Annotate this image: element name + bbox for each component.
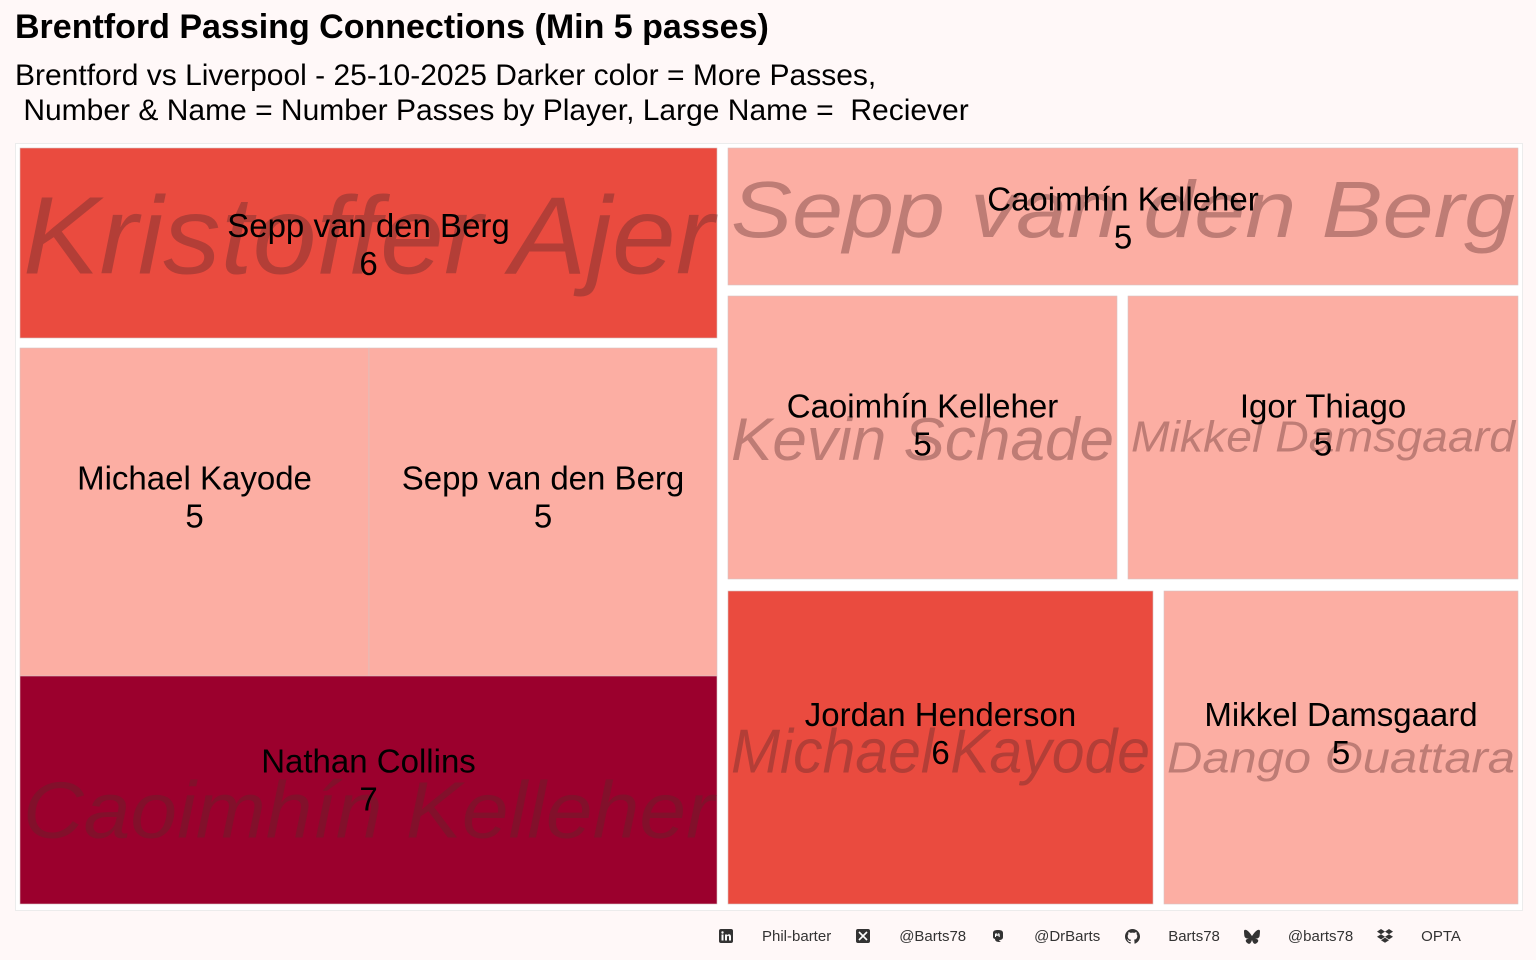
passer-name-label: Sepp van den Berg: [227, 207, 510, 244]
mastodon-icon[interactable]: [990, 928, 1006, 944]
x-twitter-icon[interactable]: [855, 928, 871, 944]
receiver-name-label: Sepp van den Berg: [731, 165, 1515, 254]
pass-count-label: 6: [359, 245, 377, 282]
pass-count-label: 6: [931, 734, 949, 771]
treemap-tile: [368, 347, 718, 677]
passer-name-label: Igor Thiago: [1240, 387, 1406, 424]
receiver-name-label: Caoimhín Kelleher: [23, 765, 718, 854]
pass-count-label: 5: [1332, 734, 1350, 771]
treemap-tile: [727, 147, 1519, 286]
receiver-name-label: Dango Ouattara: [1167, 734, 1515, 783]
footer-x-handle: @Barts78: [899, 927, 967, 945]
passer-name-label: Mikkel Damsgaard: [1204, 696, 1477, 733]
treemap-tile: [727, 295, 1118, 580]
chart-subtitle: Brentford vs Liverpool - 25-10-2025 Dark…: [15, 59, 969, 127]
pass-count-label: 5: [1314, 425, 1332, 462]
footer-credits: Phil-barter @Barts78 @DrBarts Barts78 @b…: [712, 926, 1479, 946]
footer-linkedin-handle: Phil-barter: [762, 927, 832, 945]
treemap-panel: Kristoffer Ajer Caoimhín Kelleher Sepp van…: [15, 143, 1523, 911]
passer-name-label: Sepp van den Berg: [402, 460, 685, 497]
treemap-tile: [19, 675, 718, 905]
github-icon[interactable]: [1124, 928, 1140, 944]
treemap-tile: [19, 147, 718, 339]
passer-name-label: Jordan Henderson: [805, 696, 1077, 733]
receiver-name-label: Michael Kayode: [731, 718, 1150, 787]
chart-title: Brentford Passing Connections (Min 5 pas…: [15, 8, 769, 46]
linkedin-icon[interactable]: [718, 928, 734, 944]
pass-count-label: 5: [185, 498, 203, 535]
pass-count-label: 7: [359, 781, 377, 818]
treemap-tile: [19, 347, 370, 677]
bluesky-icon[interactable]: [1243, 928, 1260, 944]
pass-count-label: 5: [1114, 219, 1132, 256]
passer-name-label: Caoimhín Kelleher: [787, 387, 1058, 424]
passer-name-label: Nathan Collins: [261, 743, 476, 780]
pass-count-label: 5: [534, 498, 552, 535]
receiver-name-label: Mikkel Damsgaard: [1131, 413, 1517, 462]
treemap-tile: [727, 590, 1154, 905]
passer-name-label: Michael Kayode: [77, 460, 312, 497]
footer-bluesky-handle: @barts78: [1287, 927, 1354, 945]
tile-layer: [19, 147, 1519, 905]
dropbox-icon[interactable]: [1377, 928, 1394, 944]
treemap-tile: [1163, 590, 1519, 905]
footer-mastodon-handle: @DrBarts: [1034, 927, 1101, 945]
footer-github-handle: Barts78: [1168, 927, 1220, 945]
footer-data-source: OPTA: [1421, 927, 1461, 945]
passer-name-label: Caoimhín Kelleher: [987, 181, 1258, 218]
receiver-name-label: Kevin Schade: [731, 406, 1114, 473]
treemap-tile: [1127, 295, 1519, 580]
receiver-name-label: Kristoffer Ajer: [23, 174, 719, 297]
pass-count-label: 5: [913, 425, 931, 462]
